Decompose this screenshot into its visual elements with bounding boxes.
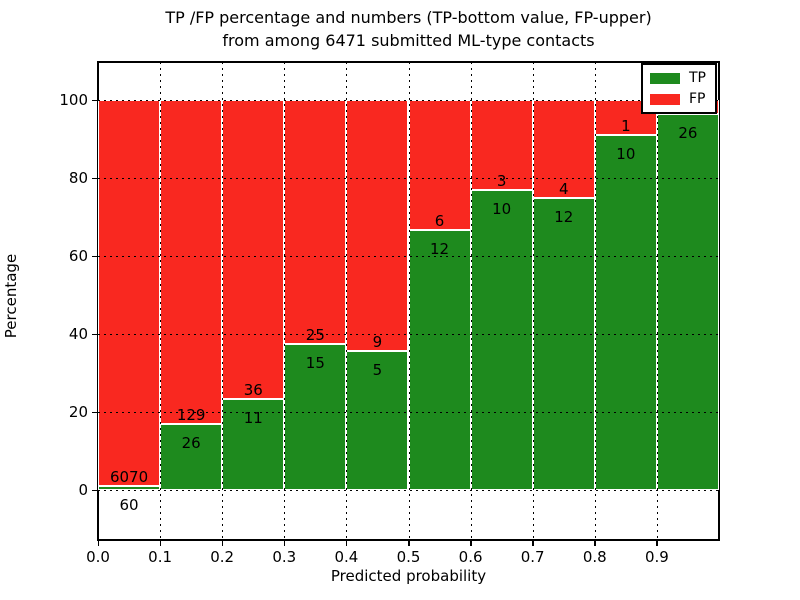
bar-fp-segment bbox=[284, 100, 347, 344]
fp-count-label: 129 bbox=[176, 406, 206, 425]
bar-tp-segment bbox=[346, 350, 409, 490]
v-gridline bbox=[408, 62, 410, 540]
x-tick-label: 0.9 bbox=[644, 548, 669, 566]
chart-title-line2: from among 6471 submitted ML-type contac… bbox=[222, 31, 595, 50]
x-tick-label: 0.2 bbox=[210, 548, 235, 566]
fp-count-label: 6070 bbox=[109, 468, 149, 487]
y-tick-label: 60 bbox=[68, 247, 88, 265]
bar-tp-segment bbox=[284, 343, 347, 490]
legend: TP FP bbox=[641, 63, 717, 114]
x-tick-label: 0.0 bbox=[86, 548, 110, 566]
y-tick-label: 100 bbox=[59, 91, 88, 109]
y-tick-mark bbox=[92, 177, 97, 179]
legend-label: TP bbox=[689, 70, 706, 86]
x-tick-mark bbox=[159, 541, 162, 546]
tp-count-label: 12 bbox=[554, 207, 574, 226]
tp-count-label: 11 bbox=[243, 408, 263, 427]
bar-tp-segment bbox=[656, 114, 719, 490]
x-tick-label: 0.5 bbox=[396, 548, 421, 566]
y-tick-label: 20 bbox=[68, 403, 88, 421]
y-tick-mark bbox=[92, 489, 97, 491]
bar-tp-segment bbox=[222, 398, 285, 490]
plot-area: 60 6070 26 129 11 36 15 25 5 9 12 6 10 3 12 4 10 1 26 TP FP bbox=[97, 61, 720, 541]
bar-fp-segment bbox=[98, 100, 161, 487]
bar-fp-segment bbox=[470, 100, 533, 191]
x-tick-mark bbox=[470, 541, 472, 546]
tp-count-label: 10 bbox=[492, 200, 512, 219]
fp-count-label: 4 bbox=[558, 179, 569, 198]
v-gridline bbox=[594, 62, 596, 540]
y-tick-label: 0 bbox=[78, 481, 88, 499]
fp-count-label: 6 bbox=[434, 211, 445, 230]
v-gridline bbox=[656, 62, 658, 540]
x-tick-label: 0.1 bbox=[148, 548, 173, 566]
v-gridline bbox=[470, 62, 472, 540]
x-tick-mark bbox=[594, 541, 596, 546]
y-tick-mark bbox=[92, 411, 97, 413]
x-tick-mark bbox=[97, 541, 99, 546]
x-tick-label: 0.8 bbox=[582, 548, 607, 566]
v-gridline bbox=[160, 62, 162, 540]
x-tick-mark bbox=[408, 541, 410, 546]
v-gridline bbox=[532, 62, 534, 540]
tp-count-label: 26 bbox=[678, 124, 698, 143]
bar-fp-segment bbox=[222, 100, 285, 399]
x-tick-mark bbox=[221, 541, 224, 546]
fp-count-label: 25 bbox=[305, 325, 325, 344]
y-tick-label: 40 bbox=[68, 325, 88, 343]
y-tick-mark bbox=[92, 255, 97, 257]
bar-tp-segment bbox=[470, 190, 533, 490]
tp-count-label: 60 bbox=[119, 496, 139, 515]
v-gridline bbox=[346, 62, 348, 540]
bar-fp-segment bbox=[346, 100, 409, 351]
chart-title: TP /FP percentage and numbers (TP-bottom… bbox=[98, 6, 719, 52]
tp-count-label: 26 bbox=[181, 434, 201, 453]
legend-entry: TP bbox=[650, 71, 706, 85]
fp-count-label: 9 bbox=[372, 332, 383, 351]
x-axis-label: Predicted probability bbox=[330, 567, 487, 585]
bar-fp-segment bbox=[160, 100, 223, 425]
bar-tp-segment bbox=[532, 197, 595, 490]
tp-count-label: 10 bbox=[616, 145, 636, 164]
x-tick-label: 0.7 bbox=[520, 548, 545, 566]
fp-count-label: 3 bbox=[496, 172, 507, 191]
legend-swatch-tp bbox=[650, 72, 680, 84]
x-tick-mark bbox=[656, 541, 658, 546]
y-tick-mark bbox=[92, 99, 97, 101]
v-gridline bbox=[222, 62, 224, 540]
y-tick-label: 80 bbox=[68, 169, 88, 187]
v-gridline bbox=[284, 62, 286, 540]
x-tick-label: 0.3 bbox=[272, 548, 297, 566]
y-tick-mark bbox=[92, 333, 97, 335]
x-tick-mark bbox=[345, 541, 348, 546]
bar-fp-segment bbox=[532, 100, 595, 198]
bar-fp-segment bbox=[408, 100, 471, 230]
legend-swatch-fp bbox=[650, 93, 680, 105]
tp-count-label: 15 bbox=[305, 353, 325, 372]
bar-tp-segment bbox=[594, 135, 657, 490]
x-tick-label: 0.6 bbox=[458, 548, 483, 566]
tp-count-label: 5 bbox=[372, 360, 383, 379]
legend-entry: FP bbox=[650, 92, 706, 106]
x-tick-mark bbox=[283, 541, 286, 546]
chart-title-line1: TP /FP percentage and numbers (TP-bottom… bbox=[165, 8, 652, 27]
y-axis-label: Percentage bbox=[2, 253, 20, 339]
fp-count-label: 36 bbox=[243, 380, 263, 399]
tp-count-label: 12 bbox=[430, 239, 450, 258]
bar-tp-segment bbox=[408, 229, 471, 490]
legend-label: FP bbox=[689, 91, 706, 107]
bar-tp-segment bbox=[98, 486, 161, 490]
x-tick-mark bbox=[532, 541, 534, 546]
x-tick-label: 0.4 bbox=[334, 548, 359, 566]
fp-count-label: 1 bbox=[621, 117, 631, 136]
